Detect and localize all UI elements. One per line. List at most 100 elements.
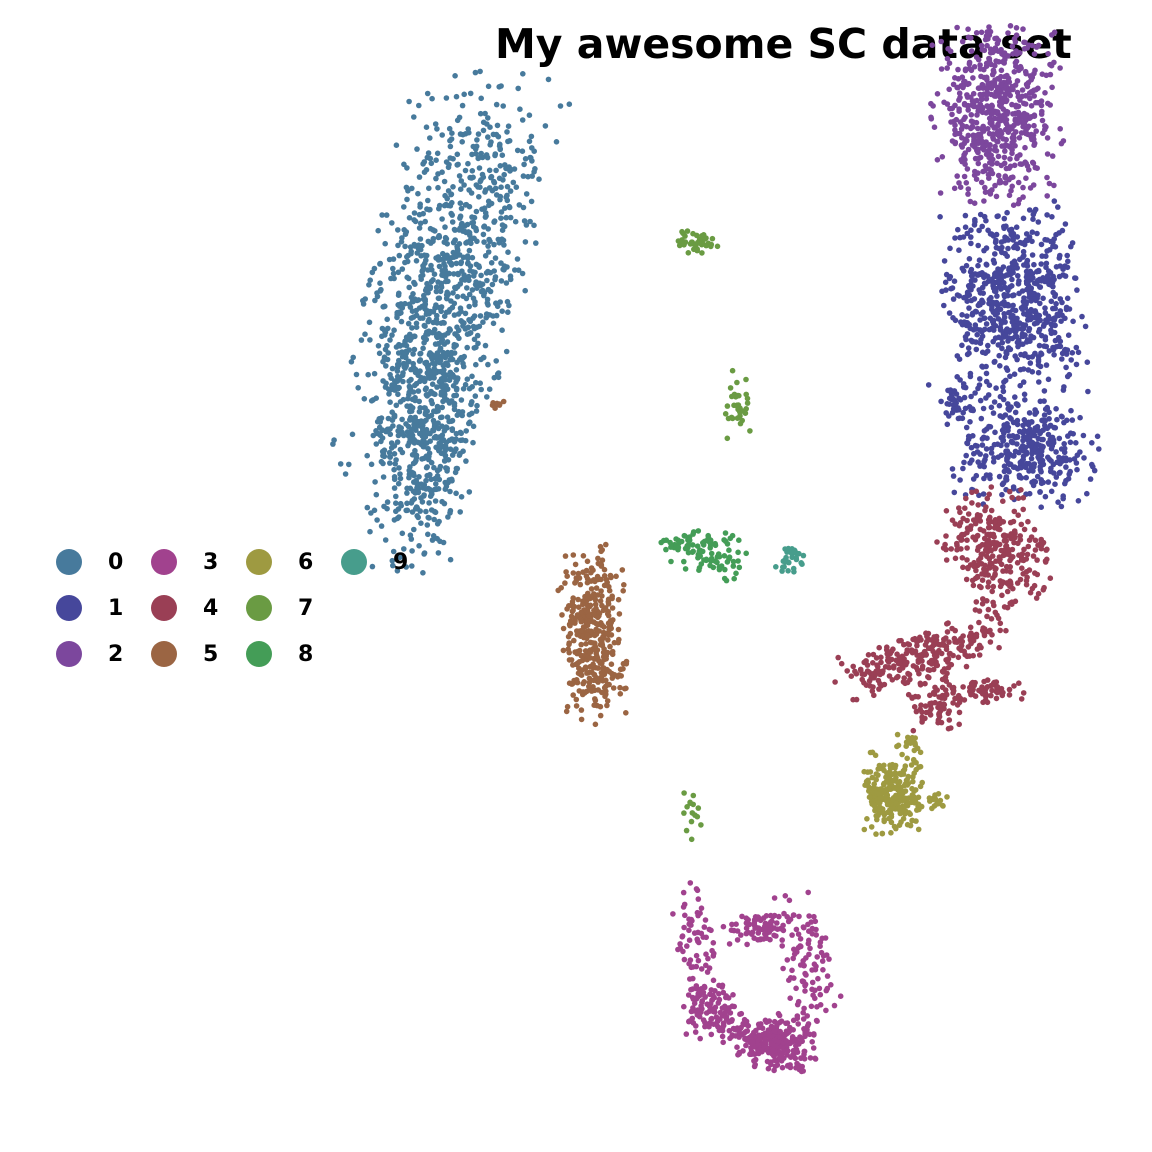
data-point [428,476,435,483]
data-point [985,126,991,132]
data-point [775,1010,782,1017]
data-point [1001,314,1008,321]
data-point [414,146,420,152]
data-point [448,210,455,217]
data-point [520,173,527,179]
data-point [806,928,812,934]
data-point [478,272,484,279]
data-point [1028,333,1034,339]
data-point [1084,490,1090,497]
data-point [423,308,430,315]
data-point [994,279,1001,286]
data-point [707,991,713,998]
data-point [421,492,427,498]
data-point [402,259,408,266]
data-point [1038,536,1044,543]
data-point [418,253,424,259]
data-point [372,479,378,485]
data-point [1018,487,1024,493]
data-point [965,26,971,32]
data-point [1061,441,1067,447]
data-point [423,385,430,392]
data-point [765,1065,772,1072]
data-point [1015,200,1022,207]
data-point [681,924,687,931]
data-point [989,71,996,78]
data-point [420,345,426,352]
data-point [1011,135,1017,141]
data-point [1005,125,1011,132]
data-point [571,637,577,644]
data-point [1085,388,1091,395]
data-point [484,296,491,303]
data-point [791,951,798,957]
data-point [408,376,414,383]
data-point [1032,67,1038,74]
data-point [407,244,414,250]
data-point [881,767,887,774]
data-point [957,477,963,483]
data-point [785,1048,791,1054]
data-point [1031,142,1037,148]
data-point [695,929,701,936]
data-point [774,1062,781,1068]
data-point [940,640,946,647]
data-point [1035,454,1041,460]
data-point [1032,407,1038,413]
data-point [1026,274,1033,280]
data-point [417,351,423,357]
data-point [1026,327,1032,334]
data-point [814,1004,820,1010]
data-point [1060,387,1067,393]
data-point [945,664,952,671]
data-point [1020,26,1026,32]
data-point [994,86,1001,92]
data-point [989,304,995,310]
data-point [492,276,498,283]
data-point [620,588,626,594]
data-point [361,396,368,402]
data-point [423,361,430,368]
data-point [971,200,978,206]
data-point [1056,435,1063,442]
data-point [439,272,445,278]
data-point [520,71,526,77]
data-point [514,256,521,262]
data-point [1000,437,1007,444]
data-point [1032,445,1039,452]
data-point [435,341,442,347]
data-point [734,928,741,934]
data-point [963,123,970,130]
data-point [974,331,980,338]
data-point [965,564,971,571]
data-point [1020,506,1026,513]
data-point [1045,376,1052,383]
data-point [450,184,456,190]
data-point [480,319,486,326]
data-point [952,555,959,562]
data-point [964,94,971,100]
data-point [1004,272,1011,278]
data-point [1029,88,1036,95]
data-point [608,632,615,638]
data-point [813,1017,820,1024]
data-point [983,261,990,268]
data-point [1075,498,1082,504]
data-point [904,821,911,828]
data-point [1006,309,1012,316]
data-point [387,399,393,406]
data-point [749,1032,755,1039]
data-point [1053,449,1059,455]
data-point [710,977,717,984]
series-cluster-3 [670,880,844,1075]
data-point [987,424,994,430]
data-point [868,675,874,681]
data-point [447,143,454,150]
data-point [743,930,750,937]
data-point [393,402,400,409]
data-point [395,480,402,487]
data-point [486,167,493,174]
data-point [949,466,956,472]
data-point [447,369,454,376]
data-point [790,1053,797,1059]
